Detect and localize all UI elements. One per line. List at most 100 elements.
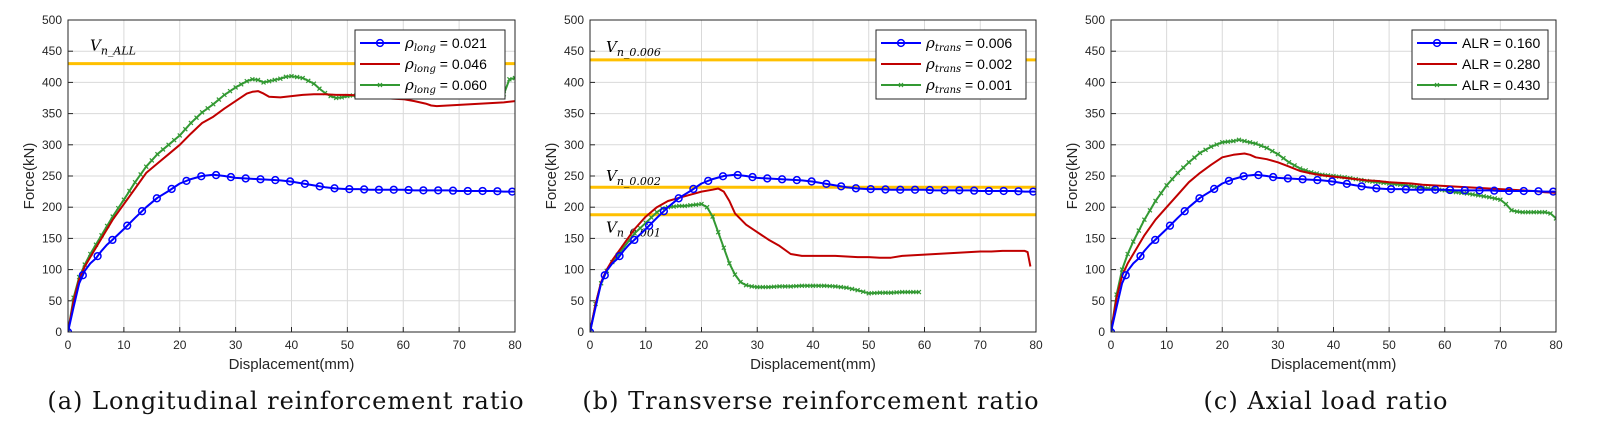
y-tick-label: 0 — [55, 325, 62, 339]
data-point — [1197, 150, 1203, 156]
data-point — [1186, 159, 1192, 165]
y-tick-label: 150 — [42, 231, 62, 245]
x-tick-label: 20 — [695, 338, 709, 352]
data-point — [877, 290, 883, 296]
data-point — [167, 184, 176, 194]
x-tick-label: 50 — [1382, 338, 1396, 352]
data-point — [860, 289, 866, 295]
data-point — [1492, 196, 1498, 201]
data-point — [1486, 194, 1492, 200]
data-point — [733, 170, 742, 180]
x-tick-label: 40 — [1327, 338, 1341, 352]
data-point — [1219, 139, 1225, 145]
data-point — [1230, 138, 1236, 144]
y-tick-label: 300 — [1085, 138, 1105, 152]
data-point — [1504, 186, 1514, 196]
x-tick-label: 30 — [1271, 338, 1285, 352]
x-axis-label: Displacement(mm) — [750, 356, 876, 373]
data-point — [748, 172, 757, 182]
data-point — [374, 185, 384, 194]
data-point — [1210, 184, 1219, 194]
data-point — [760, 284, 766, 290]
data-point — [1192, 155, 1197, 161]
data-point — [792, 175, 801, 185]
data-point — [1175, 170, 1181, 176]
data-point — [1214, 142, 1220, 147]
data-point — [699, 201, 704, 207]
legend-marker — [896, 38, 906, 48]
legend-entry-label: ρtrans = 0.006 — [925, 34, 1012, 54]
data-point — [222, 92, 227, 98]
y-tick-label: 50 — [571, 294, 585, 308]
data-point — [448, 186, 458, 195]
y-tick-label: 250 — [564, 169, 584, 183]
data-point — [271, 175, 280, 185]
data-point — [182, 126, 188, 132]
x-tick-label: 10 — [117, 338, 131, 352]
data-point — [1549, 187, 1556, 196]
y-tick-label: 500 — [564, 13, 584, 27]
y-tick-label: 400 — [42, 75, 62, 89]
data-point — [330, 184, 339, 193]
y-tick-label: 0 — [1098, 325, 1105, 339]
data-point — [1553, 216, 1556, 221]
data-point — [1531, 209, 1537, 215]
data-point — [149, 157, 155, 163]
data-point — [137, 207, 147, 216]
data-point — [289, 73, 294, 79]
data-point — [177, 133, 183, 138]
x-tick-label: 70 — [452, 338, 466, 352]
data-point — [512, 75, 515, 81]
data-point — [1258, 143, 1264, 149]
data-point — [199, 109, 205, 115]
y-tick-label: 50 — [49, 294, 63, 308]
y-tick-label: 350 — [1085, 107, 1105, 121]
data-point — [1542, 209, 1548, 215]
data-point — [227, 88, 233, 94]
data-point — [266, 78, 272, 84]
data-point — [844, 285, 849, 291]
series-group — [1111, 137, 1556, 332]
legend-entry-label: ρtrans = 0.001 — [925, 76, 1012, 96]
data-point — [226, 172, 236, 182]
data-point — [910, 185, 920, 194]
data-point — [300, 179, 310, 189]
data-point — [1536, 209, 1542, 215]
data-point — [1236, 137, 1242, 143]
y-tick-label: 150 — [564, 231, 584, 245]
data-point — [1203, 147, 1208, 153]
data-point — [788, 284, 794, 289]
series-line-1 — [68, 173, 515, 332]
data-point — [754, 284, 760, 290]
legend-marker — [898, 82, 904, 88]
chart-panel-1: 0 10 20 30 40 50 60 70 80 0 50 100 150 200 250 300 350 40… — [21, 13, 522, 373]
y-tick-label: 50 — [1092, 294, 1106, 308]
x-tick-label: 50 — [341, 338, 355, 352]
y-tick-label: 250 — [1085, 169, 1105, 183]
data-point — [1239, 172, 1248, 181]
data-point — [1242, 138, 1247, 144]
x-tick-label: 60 — [397, 338, 411, 352]
data-point — [1470, 191, 1475, 197]
x-tick-label: 10 — [639, 338, 653, 352]
data-point — [1342, 179, 1351, 189]
x-tick-label: 20 — [1216, 338, 1230, 352]
data-point — [837, 182, 846, 191]
data-point — [905, 289, 911, 295]
data-point — [1269, 148, 1275, 154]
data-point — [68, 329, 71, 332]
data-point — [160, 147, 166, 152]
data-point — [822, 179, 831, 189]
data-point — [851, 184, 861, 193]
series-line-1 — [1111, 173, 1556, 332]
data-point — [132, 179, 138, 185]
data-point — [1401, 185, 1410, 194]
reference-line-label: Vn_ALL — [90, 37, 136, 58]
series-group — [590, 170, 1036, 332]
data-point — [1136, 251, 1145, 261]
data-point — [238, 81, 244, 87]
data-point — [205, 105, 211, 111]
data-point — [463, 186, 472, 196]
legend-entry-label: ρlong = 0.060 — [404, 76, 487, 96]
